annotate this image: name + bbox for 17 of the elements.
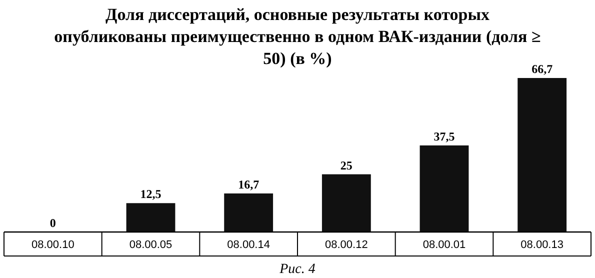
data-label: 0 xyxy=(50,216,56,230)
x-tick-label: 08.00.12 xyxy=(325,239,368,251)
x-tick-label: 08.00.13 xyxy=(520,239,564,251)
data-label: 25 xyxy=(340,158,352,172)
data-label: 12,5 xyxy=(140,187,162,202)
text: Рис. 4 xyxy=(278,262,316,277)
bar xyxy=(420,145,469,232)
bar xyxy=(224,193,274,232)
x-tick-label: 08.00.14 xyxy=(227,239,270,251)
data-label: 16,7 xyxy=(238,177,260,192)
x-tick-label: 08.00.05 xyxy=(129,239,172,251)
bar xyxy=(518,78,567,232)
bar xyxy=(126,203,176,232)
x-tick-label: 08.00.01 xyxy=(422,239,466,251)
bar xyxy=(322,174,371,232)
x-tick-label: 08.00.10 xyxy=(32,239,74,251)
data-label: 37,5 xyxy=(434,129,455,144)
